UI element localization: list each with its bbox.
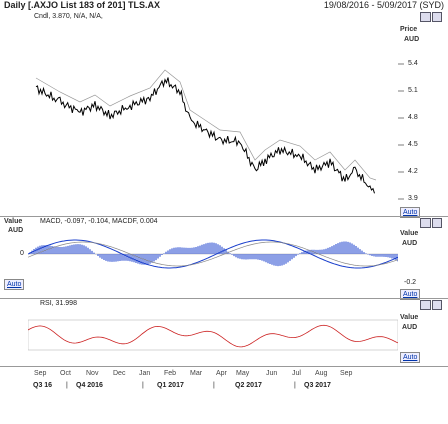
rsi-band xyxy=(28,319,398,351)
price-tick: 4.8 xyxy=(408,114,418,121)
x-tick-month: Sep xyxy=(34,370,47,377)
macd-signal-line xyxy=(28,241,398,267)
macd-zero-tick: 0 xyxy=(20,250,24,257)
price-line xyxy=(35,77,375,194)
quarter-separator: | xyxy=(66,382,68,389)
restore-icon[interactable] xyxy=(420,12,431,22)
macd-axis-title: Value xyxy=(400,230,419,237)
macd-axis-unit: AUD xyxy=(402,240,418,247)
panel-divider xyxy=(0,216,448,217)
panel-divider xyxy=(0,298,448,299)
close-icon[interactable] xyxy=(431,300,442,310)
price-tick: 4.5 xyxy=(408,141,418,148)
x-tick-quarter: Q3 2017 xyxy=(304,382,331,389)
x-tick-month: Sep xyxy=(340,370,353,377)
rsi-chart xyxy=(28,319,398,351)
rsi-auto-button[interactable]: Auto xyxy=(400,352,421,363)
x-tick-quarter: Q1 2017 xyxy=(157,382,184,389)
macd-histogram xyxy=(29,241,398,267)
macd-chart xyxy=(28,239,398,269)
panel-divider xyxy=(0,366,448,367)
restore-icon[interactable] xyxy=(420,218,431,228)
chart-title: Daily [.AXJO List 183 of 201] TLS.AX xyxy=(4,0,161,10)
macd-line xyxy=(28,239,398,269)
rsi-line xyxy=(28,324,398,348)
macd-left-value-label: Value xyxy=(4,218,23,225)
price-auto-button[interactable]: Auto xyxy=(400,207,421,218)
macd-left-unit-label: AUD xyxy=(8,227,24,234)
rsi-panel-window-buttons[interactable] xyxy=(420,300,442,310)
macd-panel-window-buttons[interactable] xyxy=(420,218,442,228)
price-tick: 4.2 xyxy=(408,168,418,175)
x-tick-month: Jun xyxy=(266,370,278,377)
x-tick-month: Jan xyxy=(139,370,151,377)
quarter-separator: | xyxy=(213,382,215,389)
quarter-separator: | xyxy=(142,382,144,389)
ohlc-summary: Cndl, 3.870, N/A, N/A, xyxy=(34,13,103,20)
x-tick-month: Aug xyxy=(315,370,328,377)
macd-auto-button-right[interactable]: Auto xyxy=(400,289,421,300)
price-envelope xyxy=(35,69,377,181)
date-range: 19/08/2016 - 5/09/2017 (SYD) xyxy=(323,0,444,10)
x-tick-month: Mar xyxy=(190,370,203,377)
rsi-axis-title: Value xyxy=(400,314,419,321)
price-tick: 5.4 xyxy=(408,60,418,67)
restore-icon[interactable] xyxy=(420,300,431,310)
close-icon[interactable] xyxy=(431,218,442,228)
x-tick-quarter: Q2 2017 xyxy=(235,382,262,389)
rsi-indicator-label: RSI, 31.998 xyxy=(40,300,77,307)
price-panel-window-buttons[interactable] xyxy=(420,12,442,22)
x-tick-month: Jul xyxy=(292,370,301,377)
x-tick-month: May xyxy=(236,370,250,377)
price-axis-unit: AUD xyxy=(404,36,420,43)
price-axis-title: Price xyxy=(400,26,418,33)
x-tick-month: Dec xyxy=(113,370,126,377)
x-tick-month: Apr xyxy=(216,370,227,377)
price-ticks xyxy=(398,63,404,200)
close-icon[interactable] xyxy=(431,12,442,22)
macd-indicator-label: MACD, -0.097, -0.104, MACDF, 0.004 xyxy=(40,218,158,225)
x-tick-month: Nov xyxy=(86,370,99,377)
x-tick-quarter: Q4 2016 xyxy=(76,382,103,389)
macd-tick: -0.2 xyxy=(404,279,417,286)
price-tick: 5.1 xyxy=(408,87,418,94)
macd-auto-button-left[interactable]: Auto xyxy=(4,279,25,290)
x-tick-month: Oct xyxy=(60,370,71,377)
price-tick: 3.9 xyxy=(408,195,418,202)
x-tick-quarter: Q3 16 xyxy=(33,382,53,389)
price-chart xyxy=(35,63,404,200)
quarter-separator: | xyxy=(294,382,296,389)
x-tick-month: Feb xyxy=(164,370,177,377)
x-axis: Sep Oct Nov Dec Jan Feb Mar Apr May Jun … xyxy=(0,370,448,400)
rsi-axis-unit: AUD xyxy=(402,324,418,331)
